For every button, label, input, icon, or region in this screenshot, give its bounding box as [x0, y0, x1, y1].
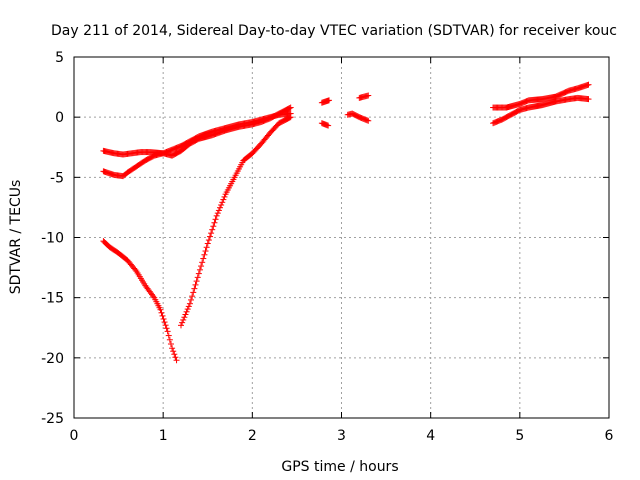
data-point [166, 336, 173, 343]
chart-title: Day 211 of 2014, Sidereal Day-to-day VTE… [51, 23, 617, 39]
data-point [182, 311, 189, 318]
data-point [213, 212, 220, 219]
data-point [157, 306, 164, 313]
data-series-segment [356, 92, 372, 101]
x-axis-ticks: 0 1 2 3 4 5 6 [70, 57, 614, 444]
data-point [170, 348, 177, 355]
data-point [219, 199, 226, 206]
data-point [221, 193, 228, 200]
data-point [181, 314, 188, 321]
data-point [186, 300, 193, 307]
data-series-segment [490, 94, 592, 127]
data-point [201, 251, 208, 258]
data-point [198, 263, 205, 270]
data-point [188, 296, 195, 303]
data-point [287, 104, 294, 111]
x-tick-label: 1 [159, 428, 168, 444]
data-point [218, 202, 225, 209]
data-point [585, 96, 592, 103]
data-point [365, 117, 372, 124]
data-point [206, 233, 213, 240]
data-point [200, 255, 207, 262]
data-point [208, 230, 215, 237]
data-point [199, 259, 206, 266]
data-point [210, 223, 217, 230]
data-point [163, 325, 170, 332]
x-tick-label: 3 [337, 428, 346, 444]
data-point [160, 315, 167, 322]
data-point [159, 312, 166, 319]
x-tick-label: 4 [426, 428, 435, 444]
y-tick-label: -15 [41, 291, 64, 307]
data-points [100, 81, 592, 364]
grid [74, 57, 609, 418]
data-series-segment [178, 114, 294, 329]
y-tick-label: 0 [55, 110, 64, 126]
data-point [214, 210, 221, 217]
y-axis-label: SDTVAR / TECUs [8, 180, 24, 295]
data-series-segment [100, 110, 294, 180]
data-point [205, 237, 212, 244]
data-point [202, 248, 209, 255]
x-tick-label: 2 [248, 428, 257, 444]
data-point [191, 285, 198, 292]
data-point [365, 92, 372, 99]
data-series-segment [318, 120, 332, 129]
x-tick-label: 5 [515, 428, 524, 444]
x-axis-label: GPS time / hours [281, 459, 398, 475]
data-point [158, 309, 165, 316]
data-point [132, 266, 139, 273]
data-point [165, 332, 172, 339]
data-point [172, 354, 179, 361]
y-tick-label: -10 [41, 231, 64, 247]
y-axis-ticks: -25 -20 -15 -10 -5 0 5 [41, 50, 609, 427]
data-point [217, 204, 224, 211]
data-series-segment [100, 104, 294, 159]
data-point [215, 207, 222, 214]
data-point [203, 244, 210, 251]
data-series-segment [100, 238, 180, 364]
data-point [178, 322, 184, 329]
data-point [162, 322, 169, 329]
data-point [204, 240, 211, 247]
data-point [325, 122, 332, 129]
data-point [180, 316, 187, 323]
data-point [164, 328, 171, 335]
x-tick-label: 6 [605, 428, 614, 444]
data-series-segment [318, 97, 333, 106]
data-point [189, 293, 196, 300]
data-point [185, 303, 192, 310]
data-point [209, 226, 216, 233]
y-tick-label: -5 [50, 170, 64, 186]
data-point [183, 308, 190, 315]
data-point [286, 105, 293, 112]
y-tick-label: 5 [55, 50, 64, 66]
data-point [193, 278, 200, 285]
data-point [161, 319, 168, 326]
data-series-segment [490, 81, 592, 111]
data-point [190, 289, 197, 296]
data-point [179, 319, 186, 326]
y-tick-label: -20 [41, 351, 64, 367]
x-tick-label: 0 [70, 428, 79, 444]
data-point [171, 351, 178, 358]
data-point [585, 81, 592, 88]
data-point [326, 97, 333, 104]
data-point [194, 274, 201, 281]
y-tick-label: -25 [41, 411, 64, 427]
data-point [220, 196, 227, 203]
data-point [169, 345, 176, 352]
data-point [192, 281, 199, 288]
data-point [184, 306, 191, 313]
data-point [287, 110, 294, 117]
data-point [211, 219, 218, 226]
data-series-segment [344, 110, 372, 124]
data-point [195, 270, 202, 277]
data-point [173, 357, 180, 364]
data-point [167, 340, 174, 347]
data-point [212, 216, 219, 223]
data-point [196, 266, 203, 273]
